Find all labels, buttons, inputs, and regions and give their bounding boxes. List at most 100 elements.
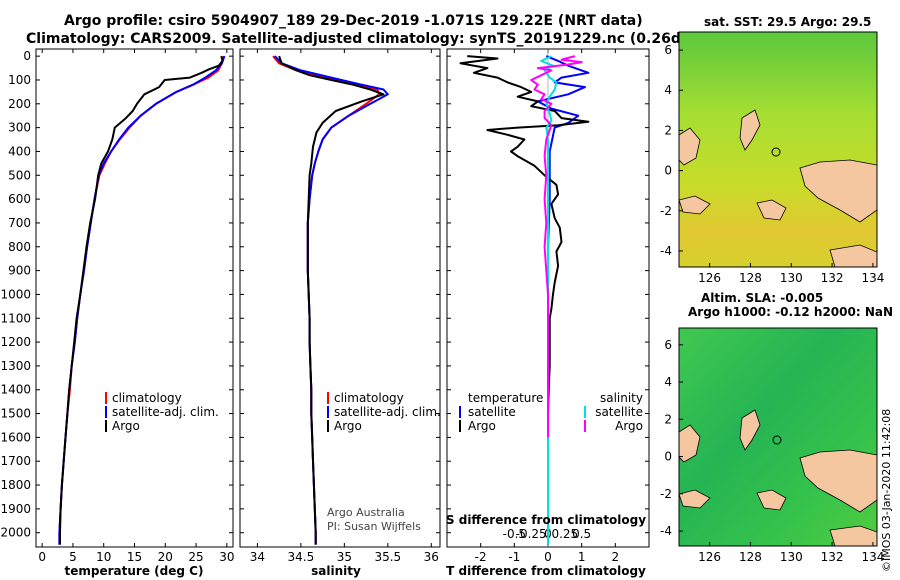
x-tick-label: 34 [250,550,265,564]
depth-tick-label: 500 [8,168,31,182]
x-tick-label: 35.5 [374,550,401,564]
figure-title-line-2: Climatology: CARS2009. Satellite-adjuste… [26,31,744,47]
sla-map-frame [678,327,878,547]
sla-field [679,328,877,546]
depth-tick-label: 800 [8,240,31,254]
series-line-s-argo [530,55,583,438]
map-y-tick-label: 6 [664,338,672,352]
depth-tick-label: 0 [23,49,31,63]
depth-tick-label: 200 [8,97,31,111]
x-tick-label: 25 [188,550,203,564]
sst-field [679,32,877,267]
map-x-tick-label: 126 [698,550,721,564]
s-difference-tick-label: -0.5 [503,527,526,541]
map-y-tick-label: -2 [660,487,672,501]
sst-map-frame [678,31,878,268]
map-y-tick-label: 2 [664,412,672,426]
land-new-guinea [799,159,877,223]
legend-argo-label: Argo [334,419,362,433]
difference-series [459,49,590,547]
land-seram [756,199,787,221]
sst-map-panel: 126 128 130 132 134 6 4 2 0 -2 -4 [660,31,884,285]
series-line-argo [59,55,224,545]
x-tick-label: 15 [127,550,142,564]
x-tick-label: 0 [544,550,552,564]
x-tick-label: 5 [69,550,77,564]
map-y-tick-label: -4 [660,244,672,258]
land-buru-island [679,127,701,166]
sla-land [679,409,877,546]
depth-tick-label: 1300 [0,359,31,373]
map-x-tick-label: 126 [698,271,721,285]
x-tick-label: 34.5 [288,550,315,564]
legend-argo-label: Argo [112,419,140,433]
argo-australia-credit: Argo Australia [327,506,405,519]
depth-tick-label: 400 [8,144,31,158]
map-x-tick-label: 130 [780,550,803,564]
sst-map-title: sat. SST: 29.5 Argo: 29.5 [704,15,872,29]
land-new-guinea [799,449,877,513]
map-x-tick-label: 132 [821,271,844,285]
legend-s-satellite-label: satellite [595,405,643,419]
depth-tick-label: 1100 [0,311,31,325]
x-tick-label: 10 [96,550,111,564]
x-tick-label: 30 [219,550,234,564]
map-y-tick-label: 0 [664,164,672,178]
argo-location-marker [771,147,781,157]
s-difference-x-axis: -0.5-0.250 0.250.5 [503,527,592,541]
x-tick-label: 35 [337,550,352,564]
x-tick-label: 1 [578,550,586,564]
pi-credit: PI: Susan Wijffels [327,520,421,533]
depth-tick-label: 900 [8,264,31,278]
land-ambon [679,195,711,215]
depth-tick-label: 1000 [0,287,31,301]
sla-map-title: Altim. SLA: -0.005 [701,291,824,305]
x-tick-label: 20 [158,550,173,564]
legend-satellite-label: satellite-adj. clim. [112,405,219,419]
sst-map-y-axis: 6 4 2 0 -2 -4 [660,43,683,258]
x-tick-label: 0 [38,550,46,564]
depth-tick-label: 1900 [0,502,31,516]
s-difference-tick-label: 0.25 [551,527,578,541]
s-difference-tick-label: -0.25 [516,527,547,541]
map-y-tick-label: 4 [664,83,672,97]
depth-tick-label: 1800 [0,478,31,492]
land-aru [829,244,877,267]
sla-map-subtitle: Argo h1000: -0.12 h2000: NaN [688,305,894,319]
legend-climatology-label: climatology [334,391,404,405]
x-tick-label: -1 [508,550,520,564]
map-y-tick-label: 6 [664,43,672,57]
map-y-tick-label: -2 [660,204,672,218]
sla-map-y-axis: 6 4 2 0 -2 -4 [660,338,683,538]
salinity-series [272,55,389,545]
map-y-tick-label: 4 [664,375,672,389]
land-halmahera [739,109,761,151]
series-line-argo [278,55,385,545]
land-ambon [679,489,711,509]
t-difference-x-label: T difference from climatology [446,564,646,578]
depth-axis: 0 100 200 300 400 500 600 700 800 900 1000 1100 1200… [0,49,233,540]
depth-tick-label: 700 [8,216,31,230]
s-difference-tick-label: 0.5 [572,527,591,541]
map-x-tick-label: 132 [821,550,844,564]
map-y-tick-label: -4 [660,524,672,538]
x-tick-label: -2 [475,550,487,564]
depth-tick-label: 1500 [0,407,31,421]
map-x-tick-label: 128 [739,271,762,285]
temperature-x-label: temperature (deg C) [65,564,204,578]
land-seram [756,489,787,511]
map-x-tick-label: 134 [861,550,884,564]
salinity-y-ticks [240,55,440,534]
figure-title-line-1: Argo profile: csiro 5904907_189 29-Dec-2… [64,13,643,29]
land-aru [829,525,877,546]
temperature-panel: 0100200300400500600700800900100011001200… [0,48,234,578]
depth-tick-label: 2000 [0,526,31,540]
map-y-tick-label: 2 [664,123,672,137]
x-tick-label: 36 [424,550,439,564]
legend-satellite-label: satellite-adj. clim. [334,405,441,419]
legend-temperature-title: temperature [468,391,543,405]
argo-location-marker [772,435,782,445]
legend-s-argo-label: Argo [615,419,643,433]
land-buru-island [679,424,701,463]
